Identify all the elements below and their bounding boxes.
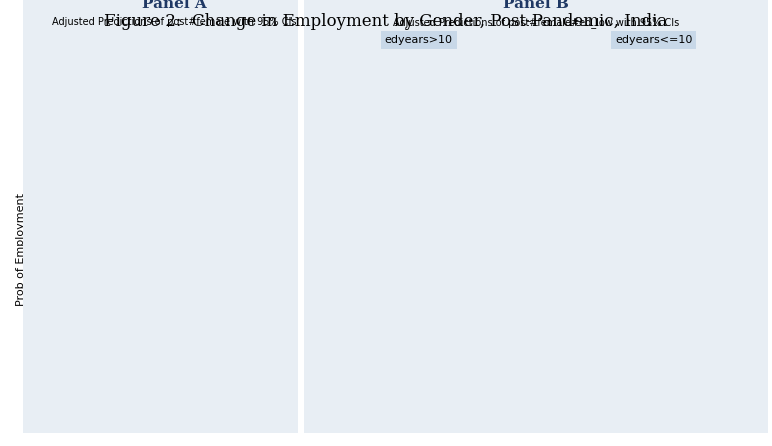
- Y-axis label: Prob of Employment: Prob of Employment: [16, 193, 26, 306]
- Text: Panel B: Panel B: [503, 0, 569, 12]
- Text: edyears<=10: edyears<=10: [615, 35, 692, 45]
- Y-axis label: Prob of Employment: Prob of Employment: [270, 193, 280, 306]
- Text: Figure 2:  Change in Employment by Gender, Post-Pandemic, India: Figure 2: Change in Employment by Gender…: [104, 13, 668, 30]
- Text: Adjusted Predictions of post#female with 95% CIs: Adjusted Predictions of post#female with…: [52, 17, 296, 27]
- Text: Adjusted Predictions of post#female#ed_low with 95% CIs: Adjusted Predictions of post#female#ed_l…: [393, 17, 679, 28]
- Text: Panel A: Panel A: [142, 0, 207, 12]
- Text: edyears>10: edyears>10: [384, 35, 453, 45]
